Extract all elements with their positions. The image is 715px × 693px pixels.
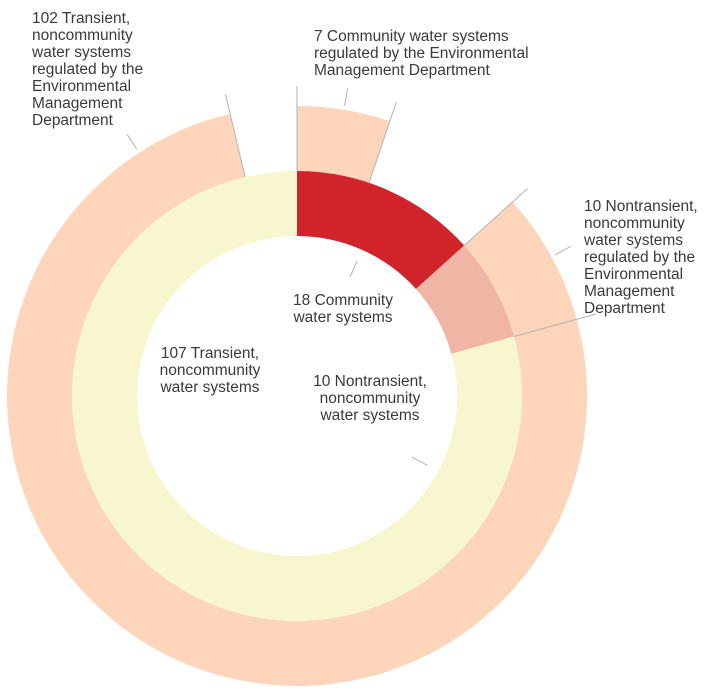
sep-community-end: [368, 102, 397, 183]
leader-inner-nontransient: [411, 456, 428, 466]
inner-slice-1: [415, 245, 514, 354]
label-inner-nontransient: 10 Nontransient, noncommunity water syst…: [313, 373, 427, 424]
label-outer-transient: 102 Transient, noncommunity water system…: [32, 10, 144, 129]
leader-inner-community: [349, 260, 358, 278]
slice-separators: [225, 86, 597, 337]
leader-outer-transient: [126, 134, 138, 150]
inner-ring: [72, 171, 522, 621]
label-outer-community: 7 Community water systems regulated by t…: [314, 28, 529, 79]
leader-outer-nontransient: [554, 245, 571, 256]
sep-transient-end: [225, 94, 246, 178]
sep-nontransient-start: [463, 188, 528, 246]
outer-slice-0: [297, 106, 390, 183]
leader-outer-community: [344, 88, 349, 106]
sep-nontransient-end: [513, 313, 597, 337]
outer-ring: [7, 106, 588, 686]
label-inner-transient: 107 Transient, noncommunity water system…: [159, 345, 261, 396]
label-outer-nontransient: 10 Nontransient, noncommunity water syst…: [584, 198, 698, 317]
label-inner-community: 18 Community water systems: [293, 292, 393, 326]
inner-slice-0: [297, 171, 465, 289]
leader-lines: [126, 88, 571, 466]
outer-slice-2: [464, 201, 577, 337]
